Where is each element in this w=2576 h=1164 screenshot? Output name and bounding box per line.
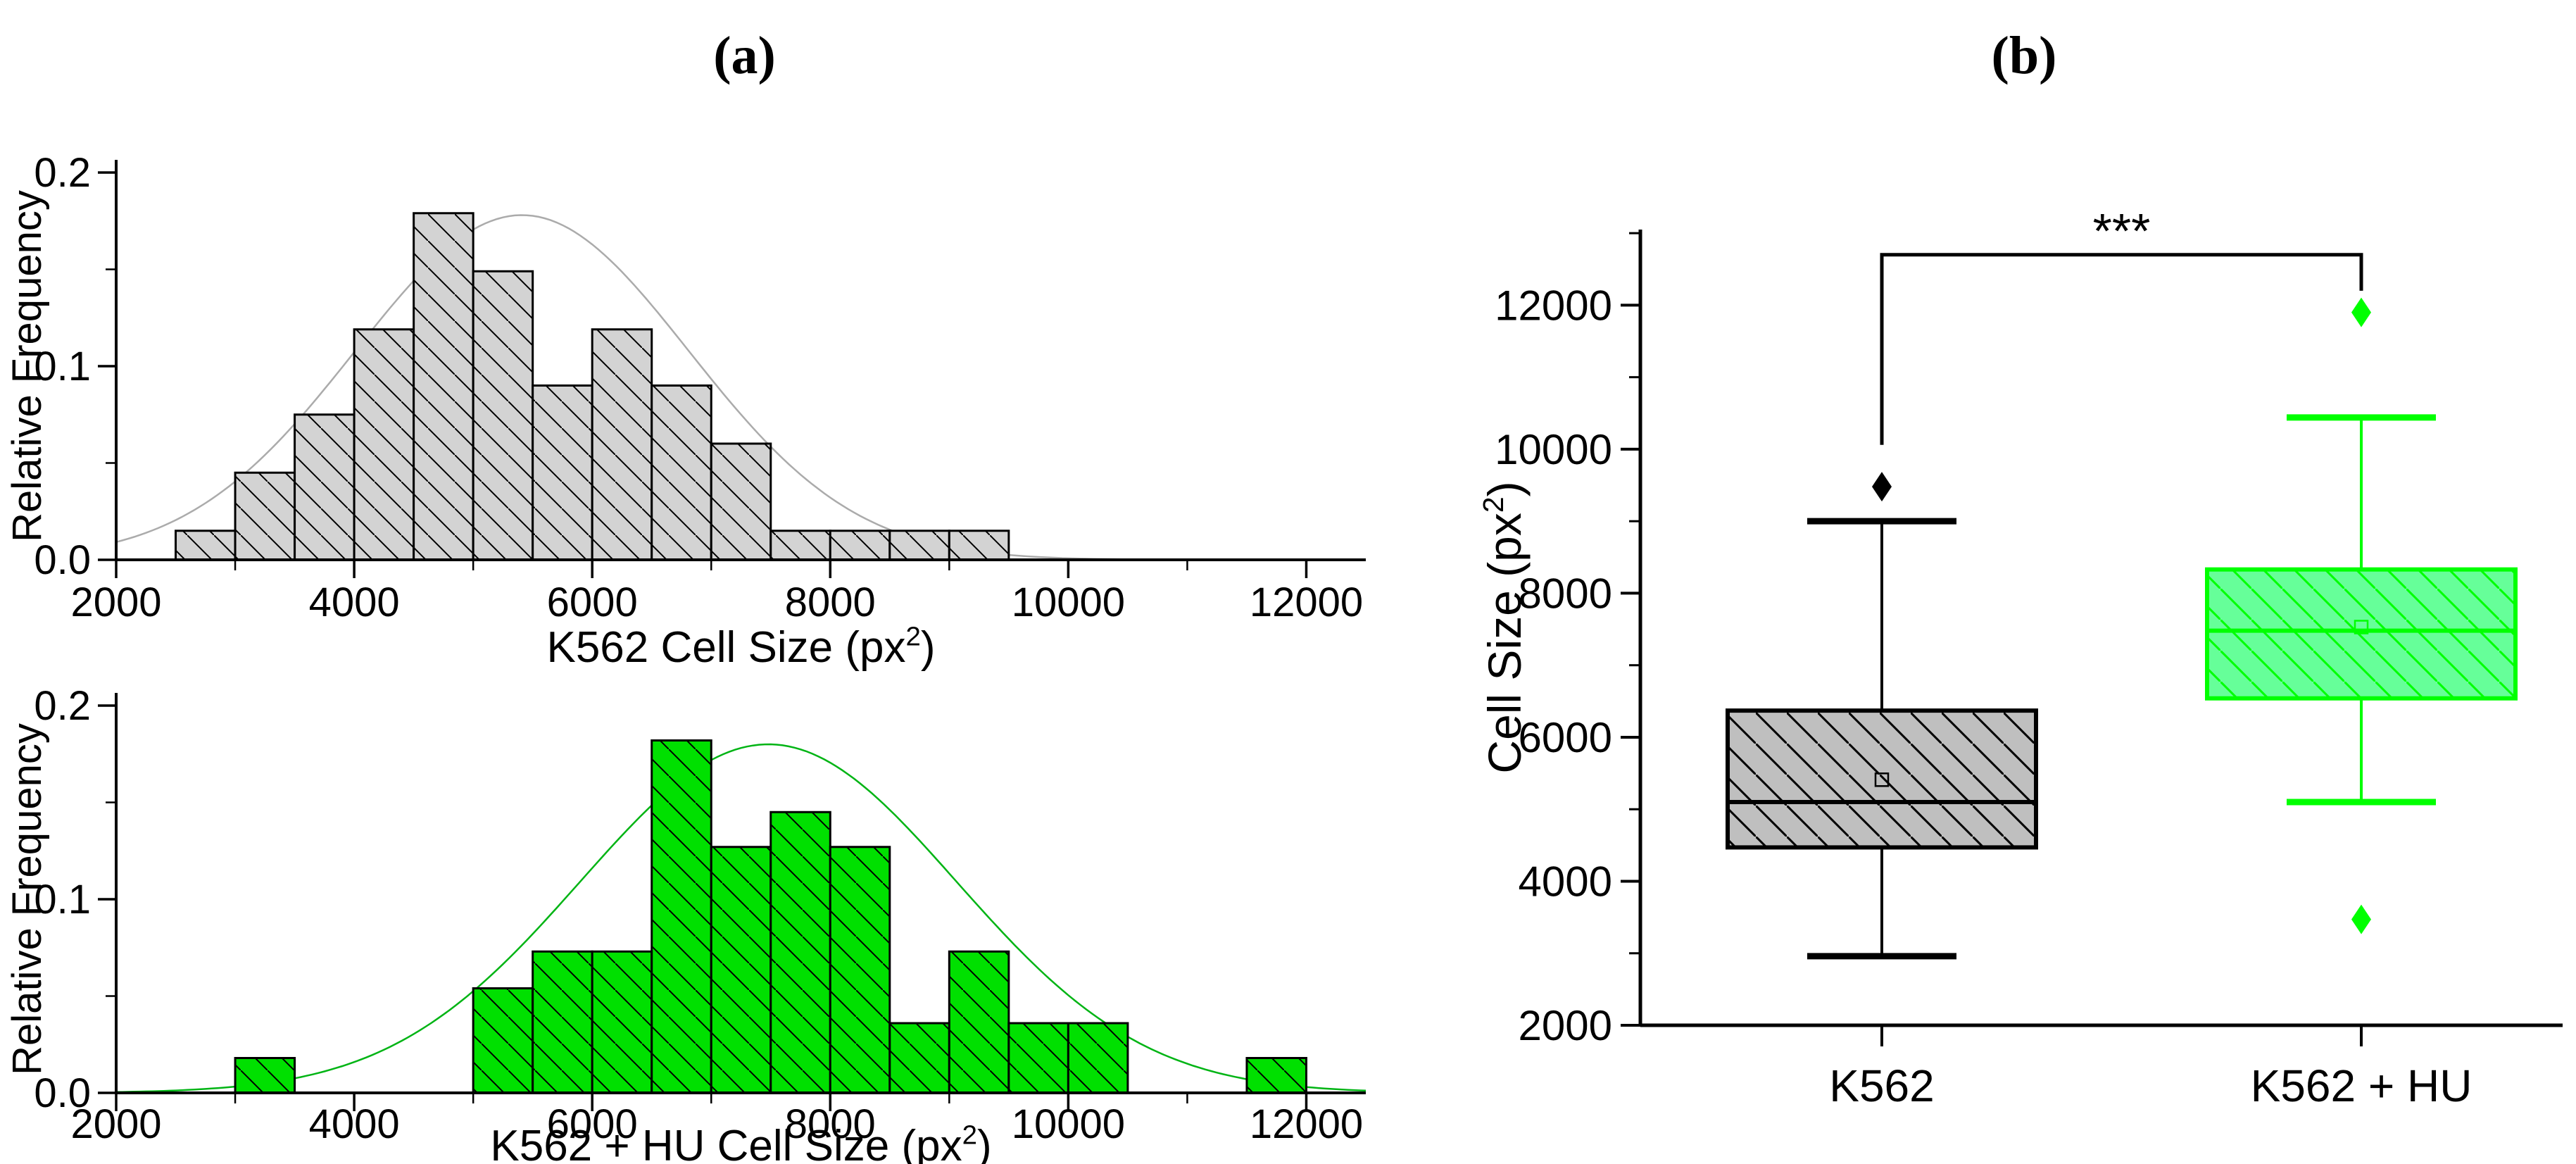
y-tick-label: 0.2 bbox=[34, 683, 91, 729]
histogram-bar-hatch bbox=[591, 950, 653, 1094]
x-axis-title: K562 Cell Size (px2) bbox=[546, 621, 935, 672]
x-tick-label: 2000 bbox=[70, 1101, 161, 1147]
category-label: K562 + HU bbox=[2251, 1060, 2473, 1111]
histogram-bar-hatch bbox=[532, 384, 593, 561]
histogram-bar-hatch bbox=[888, 530, 950, 561]
y-tick-label: 2000 bbox=[1519, 1002, 1612, 1049]
y-tick-label: 0.0 bbox=[34, 537, 91, 583]
boxplot-panel: 2000 4000 6000 8000 10000 12000 *** K562 K562 + … bbox=[1477, 204, 2563, 1111]
y-tick-label: 12000 bbox=[1495, 282, 1612, 329]
histogram-bar-hatch bbox=[294, 413, 356, 561]
y-axis-title: Cell Size (px2) bbox=[1477, 481, 1531, 773]
mean-marker bbox=[1874, 772, 1890, 787]
outlier-diamond bbox=[2351, 297, 2371, 327]
histogram-bar-hatch bbox=[710, 442, 772, 561]
histogram-bar-hatch bbox=[175, 530, 237, 561]
significance-bracket bbox=[1880, 253, 2363, 445]
x-tick-label: 6000 bbox=[547, 580, 638, 625]
y-tick-label: 0.0 bbox=[34, 1070, 91, 1116]
histogram-bar-hatch bbox=[948, 950, 1010, 1094]
x-tick-label: 10000 bbox=[1012, 580, 1125, 625]
x-tick-label: 2000 bbox=[70, 580, 161, 625]
box-body-hatch bbox=[2205, 567, 2518, 701]
histogram-bar-hatch bbox=[532, 950, 593, 1094]
histogram-bar-hatch bbox=[769, 811, 831, 1094]
y-axis-title: Relative Frequency bbox=[4, 190, 50, 542]
histogram-bar-hatch bbox=[710, 846, 772, 1094]
histogram-bar-hatch bbox=[948, 530, 1010, 561]
y-tick-label: 4000 bbox=[1519, 858, 1612, 905]
k562-cell-size-histogram: 2000 4000 6000 8000 10000 12000 0.0 0.1 0.2 K562 … bbox=[4, 150, 1366, 672]
y-tick-label: 0.2 bbox=[34, 150, 91, 196]
y-tick-label: 0.1 bbox=[34, 344, 91, 389]
histogram-bar-hatch bbox=[353, 328, 415, 561]
x-tick-label: 8000 bbox=[785, 1101, 876, 1147]
x-tick-label: 8000 bbox=[785, 580, 876, 625]
box-series-k562: K562 bbox=[1726, 472, 2038, 1111]
mean-marker bbox=[2354, 620, 2369, 634]
y-tick-label: 8000 bbox=[1519, 570, 1612, 617]
x-tick-label: 12000 bbox=[1250, 580, 1363, 625]
y-tick-label: 6000 bbox=[1519, 714, 1612, 761]
cell-size-boxplot: 2000 4000 6000 8000 10000 12000 *** K562 K562 + … bbox=[1477, 204, 2563, 1111]
panel-label-b: (b) bbox=[1991, 26, 2057, 85]
box-series-k562-hu: K562 + HU bbox=[2205, 297, 2518, 1111]
histogram-bar-hatch bbox=[234, 471, 296, 561]
y-tick-label: 10000 bbox=[1495, 426, 1612, 473]
histogram-bar-hatch bbox=[472, 987, 534, 1094]
significance-stars: *** bbox=[2093, 204, 2151, 258]
histogram-bar-hatch bbox=[472, 270, 534, 561]
panel-label-a: (a) bbox=[713, 26, 776, 85]
x-tick-label: 12000 bbox=[1250, 1101, 1363, 1147]
x-tick-label: 6000 bbox=[547, 1101, 638, 1147]
histogram-bar-hatch bbox=[651, 384, 712, 561]
histogram-bar-hatch bbox=[234, 1057, 296, 1094]
histogram-bar-hatch bbox=[1067, 1022, 1129, 1094]
x-tick-label: 4000 bbox=[309, 1101, 400, 1147]
histogram-bar-hatch bbox=[888, 1022, 950, 1094]
histogram-bar-hatch bbox=[651, 739, 712, 1094]
histogram-bar-hatch bbox=[829, 846, 891, 1094]
x-tick-label: 10000 bbox=[1012, 1101, 1125, 1147]
histograms-panel: 2000 4000 6000 8000 10000 12000 0.0 0.1 0.2 K562 … bbox=[4, 150, 1366, 1164]
gaussian-fit-curve bbox=[115, 743, 1366, 1094]
histogram-bar-hatch bbox=[413, 212, 475, 561]
k562-hu-cell-size-histogram: 2000 4000 6000 8000 10000 12000 0.0 0.1 0.2 K562 … bbox=[4, 683, 1366, 1164]
outlier-diamond bbox=[2351, 904, 2371, 934]
histogram-bar-hatch bbox=[829, 530, 891, 561]
histogram-bar-hatch bbox=[1007, 1022, 1069, 1094]
x-axis-title: K562 + HU Cell Size (px2) bbox=[490, 1120, 991, 1164]
category-label: K562 bbox=[1829, 1060, 1934, 1111]
y-axis-title: Relative Frequency bbox=[4, 723, 50, 1075]
histogram-bar-hatch bbox=[591, 328, 653, 561]
y-tick-label: 0.1 bbox=[34, 877, 91, 922]
box-body-hatch bbox=[1726, 708, 2038, 850]
outlier-diamond bbox=[1872, 472, 1892, 502]
x-tick-label: 4000 bbox=[309, 580, 400, 625]
histogram-bar-hatch bbox=[1245, 1057, 1307, 1094]
histogram-bar-hatch bbox=[769, 530, 831, 561]
